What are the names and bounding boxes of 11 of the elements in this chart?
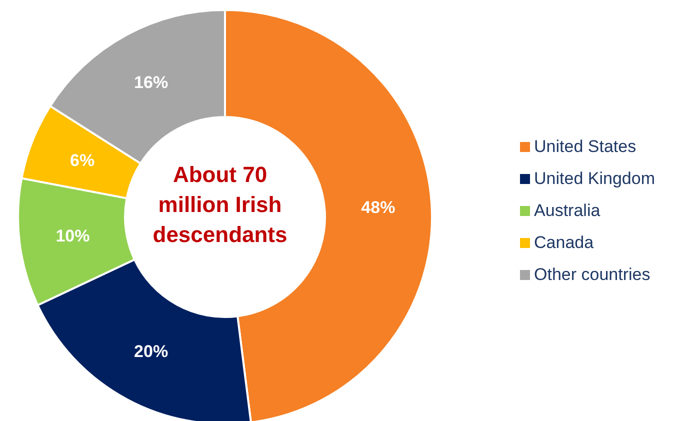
legend-label: Australia bbox=[534, 200, 600, 220]
legend-label: Other countries bbox=[534, 264, 650, 284]
data-label: 10% bbox=[56, 226, 90, 246]
data-label: 48% bbox=[361, 198, 396, 217]
data-label: 16% bbox=[134, 72, 168, 92]
text: About 70 million Irish descendants bbox=[152, 161, 288, 249]
data-label: 20% bbox=[134, 342, 168, 362]
data-label: 6% bbox=[70, 150, 95, 170]
legend-label: Canada bbox=[534, 232, 594, 252]
legend-label: United Kingdom bbox=[534, 168, 655, 188]
legend-label: United States bbox=[534, 136, 636, 156]
